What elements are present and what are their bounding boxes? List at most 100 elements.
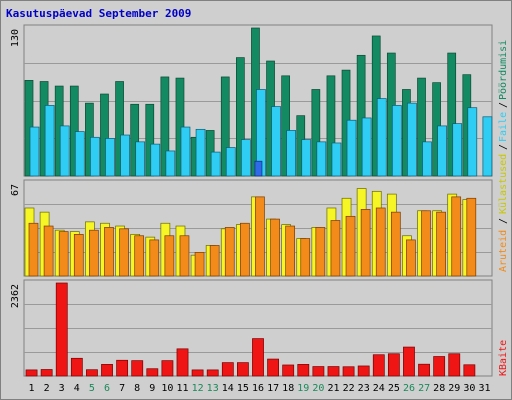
bar-aruteid-day-11 [179, 235, 190, 277]
x-tick-label-day-3: 3 [59, 383, 65, 394]
bar-faile-day-2 [44, 105, 55, 177]
x-tick-label-day-24: 24 [373, 383, 385, 394]
bar-kbytes-day-19 [297, 364, 310, 377]
bar-aruteid-day-5 [89, 229, 99, 277]
bar-faile-day-29 [452, 123, 463, 177]
legend-poordumisi: Pöördumisi [498, 40, 509, 100]
bar-aruteid-day-1 [28, 222, 39, 277]
bar-kbytes-day-4 [70, 357, 83, 377]
bar-aruteid-day-17 [270, 218, 280, 277]
bar-faile-day-20 [316, 141, 327, 177]
bar-aruteid-day-7 [119, 228, 129, 277]
x-tick-label-day-9: 9 [149, 383, 155, 394]
chart-panels: 130 67 2362 [10, 24, 493, 377]
x-tick-label-day-25: 25 [388, 383, 400, 394]
x-tick-label-day-13: 13 [207, 383, 219, 394]
bar-aruteid-day-18 [285, 225, 295, 277]
x-tick-label-day-7: 7 [119, 383, 125, 394]
x-tick-label-day-31: 31 [478, 383, 490, 394]
bar-aruteid-day-8 [134, 235, 145, 277]
bar-aruteid-day-22 [345, 215, 356, 277]
bar-aruteid-day-2 [43, 225, 54, 277]
bar-aruteid-day-4 [73, 234, 84, 277]
bar-kbytes-day-22 [342, 366, 355, 377]
bar-faile-day-1 [29, 126, 40, 177]
bar-faile-day-7 [120, 134, 130, 177]
bar-faile-day-24 [376, 98, 387, 177]
bar-kbytes-day-18 [282, 364, 295, 377]
bar-aruteid-day-30 [466, 197, 477, 277]
legend-faile: Faile [498, 112, 509, 142]
bar-faile-day-25 [391, 105, 402, 177]
x-tick-label-day-20: 20 [312, 383, 324, 394]
bar-kbytes-day-12 [191, 369, 204, 377]
bar-kbytes-day-21 [327, 366, 340, 377]
bar-pöördumisi-day-23 [356, 54, 366, 177]
bar-pöördumisi-day-18 [281, 75, 290, 177]
bar-faile-day-15 [241, 139, 251, 177]
x-tick-label-day-19: 19 [297, 383, 309, 394]
bar-faile-day-31 [482, 116, 493, 177]
bar-aruteid-day-28 [436, 211, 446, 277]
x-tick-label-day-10: 10 [161, 383, 173, 394]
legend-separator-2: / [498, 144, 509, 150]
x-tick-label-day-2: 2 [44, 383, 50, 394]
bar-kbytes-day-1 [25, 369, 38, 377]
bar-aruteid-day-27 [421, 210, 431, 277]
bar-faile-day-22 [346, 119, 357, 177]
bar-pöördumisi-day-6 [100, 93, 109, 177]
x-tick-label-day-12: 12 [192, 383, 204, 394]
bar-kbytes-day-23 [357, 365, 370, 377]
y-max-label-traffic: 67 [10, 184, 21, 196]
bar-aruteid-day-3 [58, 231, 69, 277]
x-tick-label-day-18: 18 [282, 383, 294, 394]
legend-kbytes: KBaite [498, 340, 509, 376]
bar-pöördumisi-day-20 [311, 89, 321, 177]
bar-faile-day-27 [422, 141, 432, 177]
x-tick-label-day-27: 27 [418, 383, 430, 394]
bar-pöördumisi-day-29 [447, 52, 457, 177]
bar-pöördumisi-day-7 [115, 81, 124, 177]
x-axis-labels: 1 2 3 4 5 6 7 8 9 10 11 12 13 14 15 16 17 18 19 20 21 22 23 24 2… [28, 383, 490, 394]
bar-kbytes-day-28 [433, 356, 446, 377]
bar-kbytes-day-3 [55, 282, 68, 377]
x-tick-label-day-17: 17 [267, 383, 279, 394]
bar-aruteid-day-16 [255, 196, 265, 277]
bar-kbytes-day-10 [161, 360, 174, 377]
bar-pöördumisi-day-27 [417, 77, 426, 177]
bar-faile-day-8 [135, 141, 146, 177]
bar-aruteid-day-13 [209, 245, 220, 277]
bar-aruteid-day-23 [360, 209, 371, 277]
bar-aruteid-day-20 [315, 227, 326, 277]
x-tick-label-day-26: 26 [403, 383, 415, 394]
bar-faile-day-11 [180, 126, 191, 177]
bar-aruteid-day-12 [194, 252, 205, 277]
bar-aruteid-day-19 [300, 238, 311, 277]
x-tick-label-day-29: 29 [448, 383, 460, 394]
bar-pöördumisi-day-15 [236, 57, 245, 177]
bar-kbytes-day-11 [176, 348, 189, 377]
panel-traffic: 67 [10, 179, 493, 277]
bar-pöördumisi-day-8 [130, 103, 140, 177]
bar-aruteid-day-26 [406, 239, 416, 277]
bar-faile-day-13 [210, 151, 221, 177]
panel-kbytes: 2362 [10, 279, 493, 377]
bar-aruteid-day-21 [330, 220, 341, 277]
y-max-label-visits: 130 [10, 29, 21, 47]
bar-faile-day-28 [437, 125, 447, 177]
x-tick-label-day-11: 11 [176, 383, 188, 394]
legend-kulastused: Külastused [498, 154, 509, 214]
x-tick-label-day-16: 16 [252, 383, 264, 394]
legend: KBaite Aruteid / Külastused / Faile / Pöördumis… [498, 40, 509, 376]
bar-kbytes-day-6 [101, 364, 113, 377]
bar-faile-day-18 [286, 130, 296, 177]
bar-aruteid-day-24 [375, 207, 386, 277]
legend-separator-3: / [498, 102, 509, 108]
bar-aruteid-day-9 [149, 239, 160, 277]
bar-faile-day-30 [467, 107, 478, 177]
bar-faile-day-17 [271, 106, 281, 177]
bar-kbytes-day-30 [463, 364, 476, 377]
x-tick-label-day-6: 6 [104, 383, 110, 394]
bar-faile-day-14 [225, 147, 236, 177]
legend-separator-1: / [498, 218, 509, 224]
